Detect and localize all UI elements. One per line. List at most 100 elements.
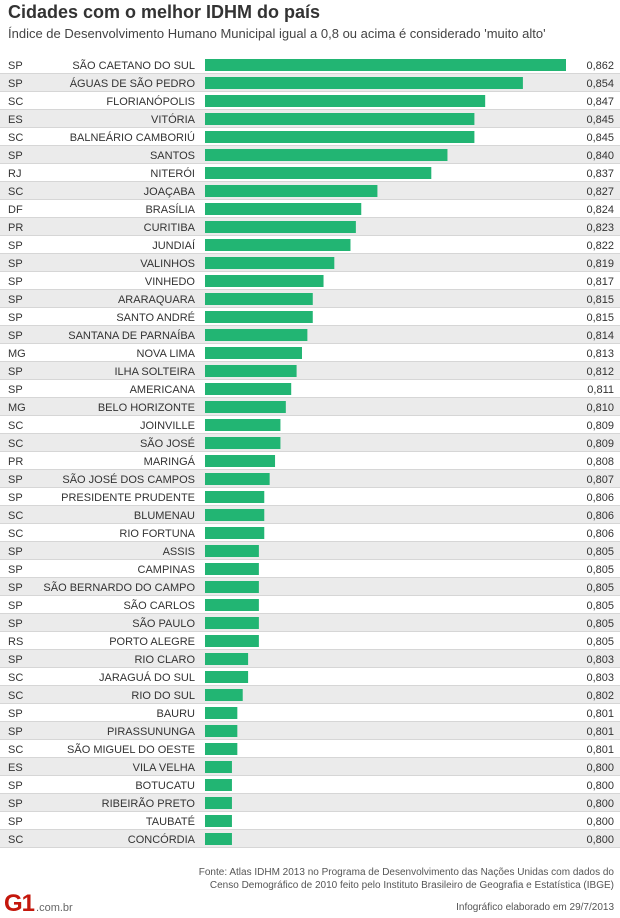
value-label: 0,800 — [586, 780, 614, 792]
state-label: SC — [8, 528, 23, 540]
value-label: 0,854 — [586, 78, 614, 90]
bar-chart: SP SÃO CAETANO DO SUL 0,862 SP ÁGUAS DE SÃO … — [0, 59, 620, 848]
value-label: 0,862 — [586, 60, 614, 72]
bar — [205, 275, 324, 287]
city-label: SÃO JOSÉ DOS CAMPOS — [62, 473, 195, 486]
city-label: VINHEDO — [145, 276, 196, 288]
state-label: SP — [8, 780, 23, 792]
bar — [205, 707, 238, 719]
state-label: SP — [8, 312, 23, 324]
g1-logo-text: .com.br — [36, 902, 73, 914]
state-label: SC — [8, 132, 23, 144]
state-label: SP — [8, 816, 23, 828]
city-label: BRASÍLIA — [145, 203, 195, 216]
city-label: SÃO CARLOS — [123, 599, 195, 612]
value-label: 0,809 — [586, 438, 614, 450]
bar — [205, 671, 249, 683]
state-label: SP — [8, 600, 23, 612]
chart-subtitle: Índice de Desenvolvimento Humano Municip… — [8, 26, 546, 41]
row-stripe — [0, 434, 620, 452]
city-label: SÃO PAULO — [132, 617, 195, 630]
city-label: ÁGUAS DE SÃO PEDRO — [70, 77, 196, 90]
state-label: SC — [8, 186, 23, 198]
bar — [205, 689, 243, 701]
state-label: SP — [8, 276, 23, 288]
value-label: 0,823 — [586, 222, 614, 234]
city-label: ARARAQUARA — [118, 294, 196, 306]
value-label: 0,805 — [586, 564, 614, 576]
g1-logo[interactable]: G1 .com.br — [4, 890, 73, 918]
city-label: PORTO ALEGRE — [109, 636, 195, 648]
row-stripe — [0, 758, 620, 776]
bar — [205, 509, 265, 521]
state-label: SC — [8, 672, 23, 684]
city-label: PRESIDENTE PRUDENTE — [61, 492, 195, 504]
city-label: JOINVILLE — [140, 420, 195, 432]
value-label: 0,805 — [586, 636, 614, 648]
city-label: VALINHOS — [140, 258, 195, 270]
row-stripe — [0, 722, 620, 740]
source-line-1: Fonte: Atlas IDHM 2013 no Programa de De… — [198, 867, 614, 878]
state-label: SP — [8, 582, 23, 594]
value-label: 0,837 — [586, 168, 614, 180]
bar — [205, 221, 356, 233]
row-stripe — [0, 398, 620, 416]
city-label: SANTO ANDRÉ — [116, 311, 195, 324]
state-label: SC — [8, 438, 23, 450]
state-label: SP — [8, 366, 23, 378]
state-label: SP — [8, 60, 23, 72]
state-label: PR — [8, 456, 23, 468]
bar — [205, 329, 308, 341]
source-line-2: Censo Demográfico de 2010 feito pelo Ins… — [209, 880, 614, 891]
city-label: RIBEIRÃO PRETO — [102, 797, 196, 810]
city-label: SANTOS — [150, 150, 195, 162]
city-label: BLUMENAU — [134, 510, 195, 522]
bar — [205, 455, 276, 467]
bar — [205, 311, 313, 323]
state-label: SP — [8, 384, 23, 396]
row-stripe — [0, 578, 620, 596]
row-stripe — [0, 830, 620, 848]
bar — [205, 833, 232, 845]
bar — [205, 437, 281, 449]
bar — [205, 149, 448, 161]
city-label: SÃO CAETANO DO SUL — [72, 59, 195, 72]
bar — [205, 131, 475, 143]
bar — [205, 257, 335, 269]
bar — [205, 77, 523, 89]
row-stripe — [0, 794, 620, 812]
bar — [205, 761, 232, 773]
city-label: FLORIANÓPOLIS — [106, 95, 195, 108]
value-label: 0,808 — [586, 456, 614, 468]
state-label: SP — [8, 150, 23, 162]
city-label: CURITIBA — [144, 222, 196, 234]
value-label: 0,806 — [586, 492, 614, 504]
city-label: ASSIS — [163, 546, 195, 558]
city-label: ILHA SOLTEIRA — [115, 366, 196, 378]
bar — [205, 491, 265, 503]
bar — [205, 365, 297, 377]
bar — [205, 347, 302, 359]
value-label: 0,815 — [586, 312, 614, 324]
city-label: MARINGÁ — [144, 455, 196, 468]
value-label: 0,801 — [586, 744, 614, 756]
value-label: 0,815 — [586, 294, 614, 306]
city-label: TAUBATÉ — [146, 815, 195, 828]
city-label: RIO DO SUL — [131, 690, 195, 702]
state-label: SC — [8, 96, 23, 108]
value-label: 0,800 — [586, 834, 614, 846]
state-label: SC — [8, 834, 23, 846]
row-stripe — [0, 506, 620, 524]
state-label: SP — [8, 726, 23, 738]
value-label: 0,803 — [586, 654, 614, 666]
value-label: 0,813 — [586, 348, 614, 360]
value-label: 0,806 — [586, 528, 614, 540]
value-label: 0,817 — [586, 276, 614, 288]
state-label: ES — [8, 114, 23, 126]
value-label: 0,840 — [586, 150, 614, 162]
city-label: PIRASSUNUNGA — [107, 726, 196, 738]
state-label: SP — [8, 330, 23, 342]
bar — [205, 653, 249, 665]
infographic-credit: Infográfico elaborado em 29/7/2013 — [456, 902, 614, 913]
value-label: 0,800 — [586, 762, 614, 774]
